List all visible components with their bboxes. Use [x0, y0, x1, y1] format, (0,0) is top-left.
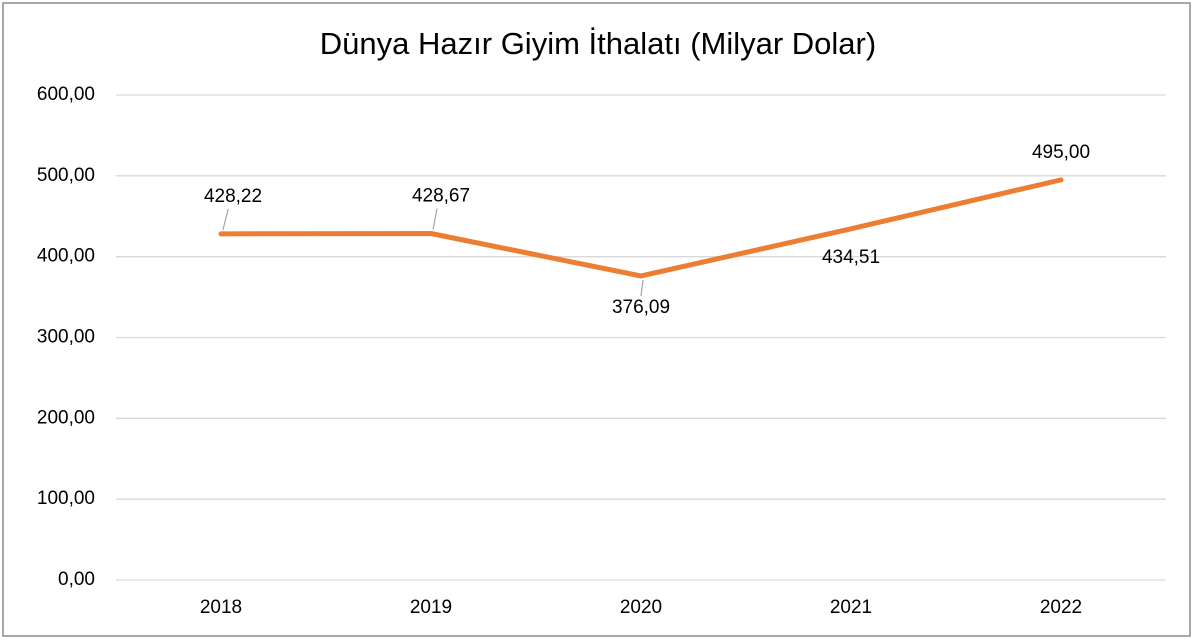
y-tick-label: 600,00 [37, 84, 95, 105]
leader-line [432, 208, 438, 230]
data-label: 428,67 [412, 186, 470, 207]
line [218, 177, 1064, 279]
data-label: 495,00 [1032, 142, 1090, 163]
y-tick-label: 500,00 [37, 165, 95, 186]
x-tick-label: 2018 [200, 597, 242, 618]
leader-line [222, 208, 229, 230]
x-tick-label: 2019 [410, 597, 452, 618]
data-label: 376,09 [612, 297, 670, 318]
chart-title: Dünya Hazır Giyim İthalatı (Milyar Dolar… [320, 26, 876, 61]
y-tick-label: 200,00 [37, 407, 95, 428]
x-tick-label: 2020 [620, 597, 662, 618]
y-tick-label: 400,00 [37, 246, 95, 267]
leader-line [640, 279, 644, 297]
y-tick-label: 0,00 [58, 569, 95, 590]
data-label: 434,51 [822, 247, 880, 268]
y-tick-label: 300,00 [37, 327, 95, 348]
x-tick-label: 2022 [1040, 597, 1082, 618]
y-tick-label: 100,00 [37, 488, 95, 509]
x-tick-label: 2021 [830, 597, 872, 618]
data-label: 428,22 [204, 186, 262, 207]
